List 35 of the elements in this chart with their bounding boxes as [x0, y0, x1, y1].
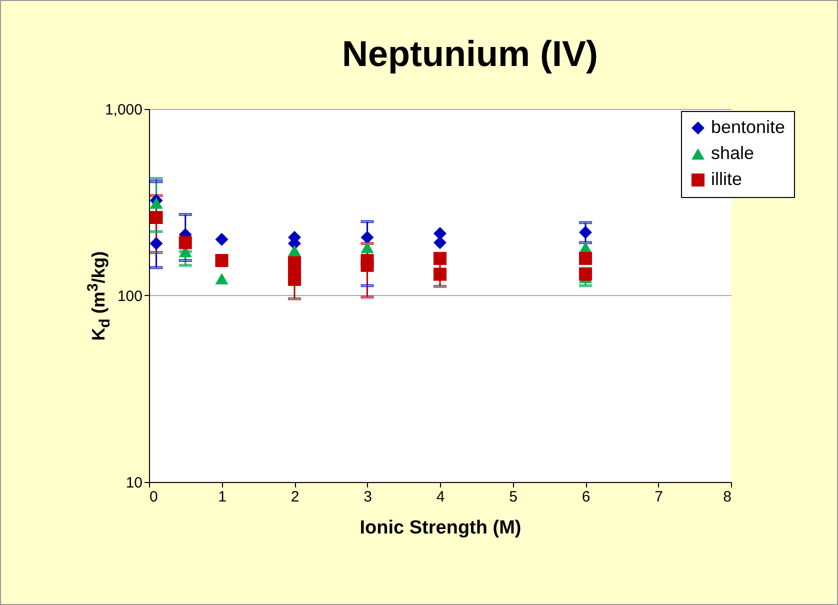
point	[215, 254, 228, 268]
x-tick-label: 1	[218, 488, 226, 506]
x-tick-label: 5	[509, 488, 518, 506]
x-tick-label: 6	[582, 488, 590, 506]
x-tick-label: 2	[290, 488, 300, 506]
legend-label: illite	[711, 169, 742, 189]
x-tick-label: 0	[150, 488, 158, 506]
y-tick-label: 10	[126, 474, 142, 492]
point	[360, 230, 374, 244]
legend-label: shale	[711, 143, 754, 163]
y-tick-label: 1,000	[104, 102, 142, 118]
point	[215, 273, 228, 284]
point	[178, 236, 192, 250]
x-tick-label: 3	[364, 488, 372, 506]
point	[578, 268, 592, 281]
point	[360, 258, 374, 272]
point	[288, 244, 302, 256]
point	[215, 232, 228, 246]
x-axis-title: Ionic Strength (M)	[360, 518, 522, 538]
point	[578, 252, 592, 265]
point	[150, 210, 163, 224]
x-tick-label: 7	[654, 488, 663, 506]
point	[150, 236, 163, 250]
point	[433, 236, 447, 250]
point	[578, 226, 592, 239]
x-tick-label: 8	[723, 488, 732, 506]
point	[433, 252, 447, 265]
y-tick-label: 100	[117, 288, 142, 305]
chart-title: Neptunium (IV)	[342, 33, 598, 74]
x-tick-label: 4	[436, 488, 445, 506]
legend-label: bentonite	[711, 117, 786, 137]
point	[150, 197, 163, 209]
point	[360, 242, 374, 254]
point	[433, 268, 447, 281]
point	[288, 272, 302, 286]
